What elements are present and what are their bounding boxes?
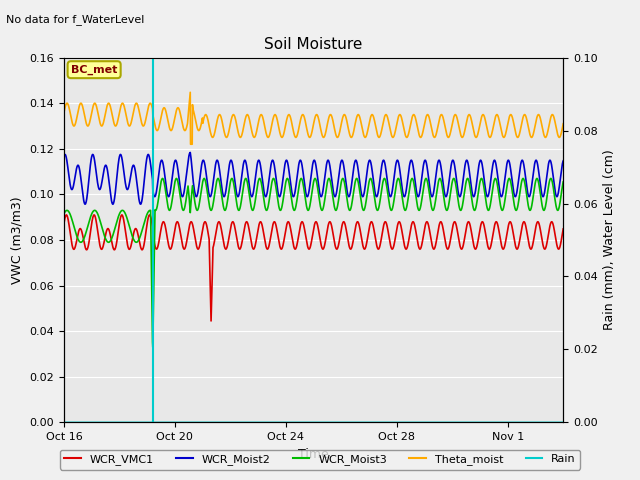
Title: Soil Moisture: Soil Moisture xyxy=(264,37,363,52)
Y-axis label: VWC (m3/m3): VWC (m3/m3) xyxy=(11,196,24,284)
X-axis label: Time: Time xyxy=(298,448,329,461)
Text: No data for f_WaterLevel: No data for f_WaterLevel xyxy=(6,14,145,25)
Y-axis label: Rain (mm), Water Level (cm): Rain (mm), Water Level (cm) xyxy=(604,150,616,330)
Text: BC_met: BC_met xyxy=(71,64,117,75)
Legend: WCR_VMC1, WCR_Moist2, WCR_Moist3, Theta_moist, Rain: WCR_VMC1, WCR_Moist2, WCR_Moist3, Theta_… xyxy=(60,450,580,469)
